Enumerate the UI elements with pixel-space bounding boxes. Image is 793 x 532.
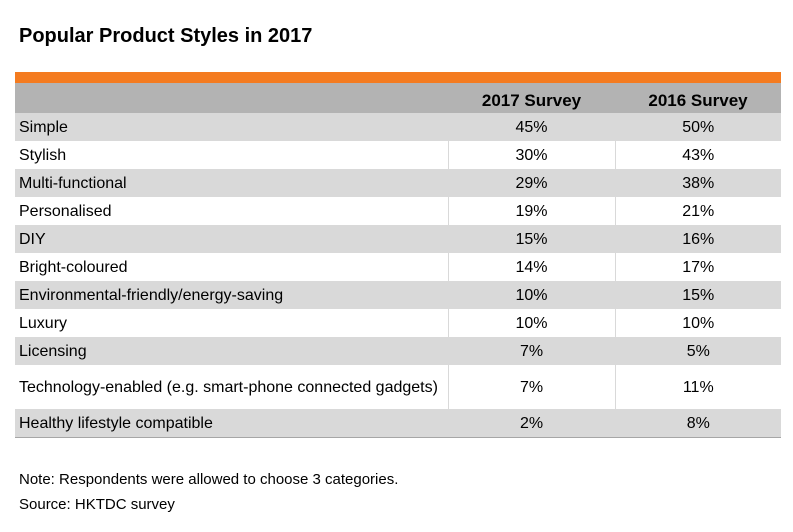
value-2016: 10% (614, 309, 781, 337)
value-2016: 15% (614, 281, 781, 309)
value-2016: 16% (614, 225, 781, 253)
header-2017-survey: 2017 Survey (448, 83, 615, 113)
value-2016: 21% (614, 197, 781, 225)
table-row: Healthy lifestyle compatible 2% 8% (15, 409, 781, 438)
value-2016: 17% (614, 253, 781, 281)
value-2016: 8% (614, 409, 781, 438)
value-2016: 5% (614, 337, 781, 365)
page-title: Popular Product Styles in 2017 (19, 25, 313, 47)
row-label: Healthy lifestyle compatible (15, 409, 448, 438)
value-2017: 10% (447, 309, 615, 337)
value-2017: 29% (447, 169, 615, 197)
accent-bar (15, 72, 781, 83)
value-2017: 7% (447, 365, 615, 409)
row-label: Environmental-friendly/energy-saving (15, 281, 448, 309)
row-label: Multi-functional (15, 169, 448, 197)
value-2017: 10% (447, 281, 615, 309)
row-label: Technology-enabled (e.g. smart-phone con… (15, 365, 448, 409)
table-row: Luxury 10% 10% (15, 309, 781, 337)
row-label: Personalised (15, 197, 448, 225)
row-label: DIY (15, 225, 448, 253)
table-row: Multi-functional 29% 38% (15, 169, 781, 197)
table-row: Bright-coloured 14% 17% (15, 253, 781, 281)
row-label: Bright-coloured (15, 253, 448, 281)
table-row: Technology-enabled (e.g. smart-phone con… (15, 365, 781, 409)
value-2016: 50% (614, 113, 781, 141)
value-2017: 30% (447, 141, 615, 169)
footnotes: Note: Respondents were allowed to choose… (19, 467, 398, 517)
value-2017: 45% (447, 113, 615, 141)
table-row: Simple 45% 50% (15, 113, 781, 141)
value-2016: 38% (614, 169, 781, 197)
row-label: Licensing (15, 337, 448, 365)
survey-table: 2017 Survey 2016 Survey Simple 45% 50% S… (15, 83, 781, 438)
value-2017: 2% (447, 409, 615, 438)
table-row: Personalised 19% 21% (15, 197, 781, 225)
table-header-row: 2017 Survey 2016 Survey (15, 83, 781, 113)
row-label: Simple (15, 113, 448, 141)
value-2016: 43% (614, 141, 781, 169)
value-2017: 7% (447, 337, 615, 365)
value-2017: 15% (447, 225, 615, 253)
note-text: Note: Respondents were allowed to choose… (19, 471, 399, 488)
table-row: DIY 15% 16% (15, 225, 781, 253)
value-2017: 14% (447, 253, 615, 281)
source-text: Source: HKTDC survey (19, 496, 175, 513)
row-label: Luxury (15, 309, 448, 337)
table-row: Licensing 7% 5% (15, 337, 781, 365)
table-row: Environmental-friendly/energy-saving 10%… (15, 281, 781, 309)
survey-table-container: 2017 Survey 2016 Survey Simple 45% 50% S… (15, 72, 781, 438)
header-2016-survey: 2016 Survey (615, 83, 781, 113)
table-row: Stylish 30% 43% (15, 141, 781, 169)
value-2016: 11% (614, 365, 781, 409)
row-label: Stylish (15, 141, 448, 169)
header-category (15, 83, 448, 113)
value-2017: 19% (447, 197, 615, 225)
